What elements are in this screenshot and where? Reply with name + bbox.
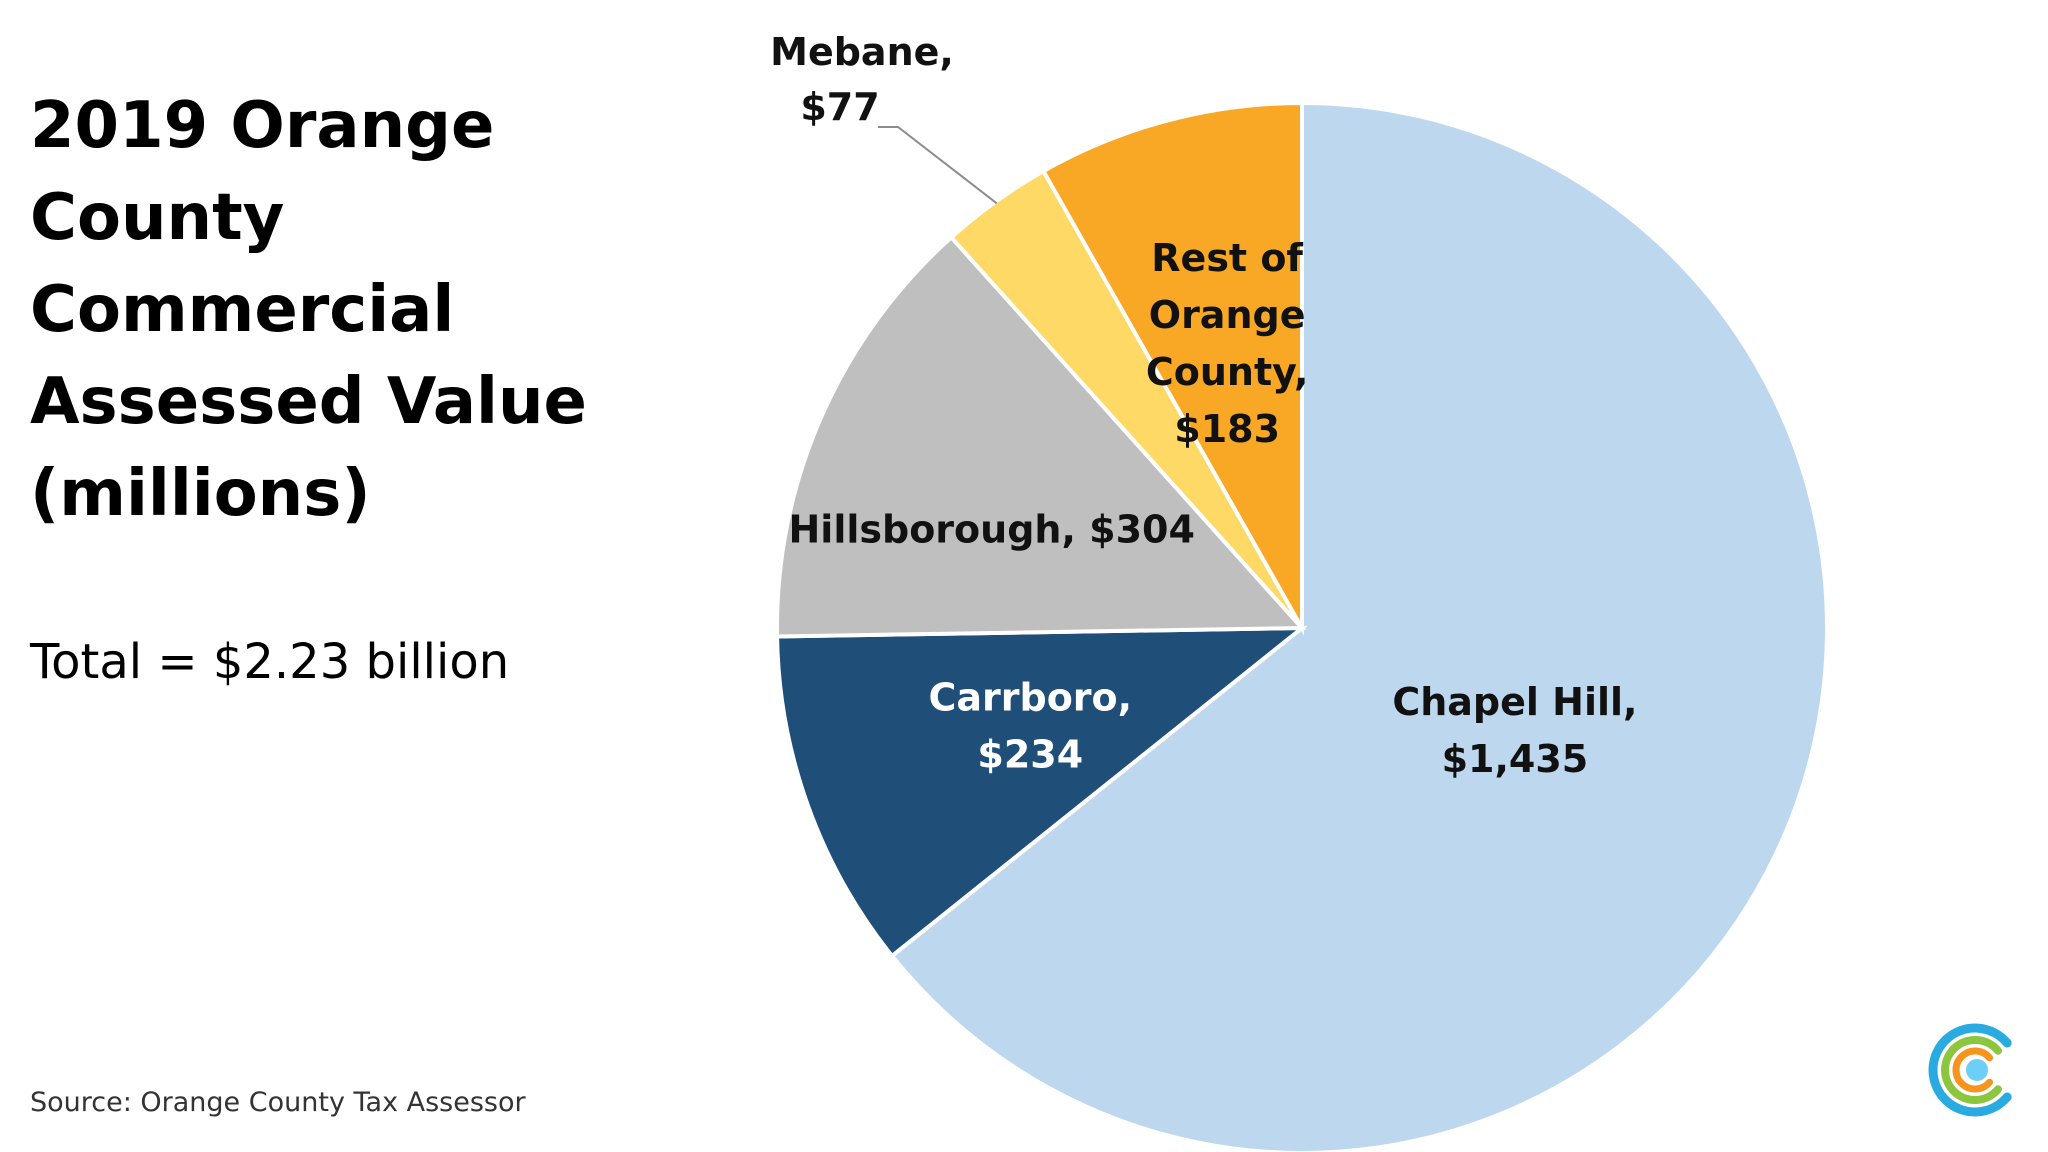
mebane-leader-line [878, 126, 998, 205]
slice-label-mebane: Mebane, [770, 30, 954, 74]
pie-slice-rest-of-orange-county [1040, 100, 1304, 636]
logo-arc-3 [1952, 1047, 1994, 1093]
pie-labels: Chapel Hill, $1,435 Carrboro, $234 Hillsboro… [770, 30, 1637, 781]
logo-center-dot [1966, 1059, 1988, 1081]
source-note: Source: Orange County Tax Assessor [30, 1087, 526, 1118]
slice-label-hillsborough: Hillsborough, $304 [789, 508, 1195, 552]
total-value: Total = $2.23 billion [30, 634, 510, 690]
slice-value-chapel-hill: $1,435 [1442, 737, 1589, 781]
pie-slice-carrboro [775, 625, 1308, 959]
logo-arc-2 [1941, 1036, 2002, 1104]
slice-value-mebane: $77 [800, 85, 879, 129]
logo-arc-1 [1928, 1023, 2012, 1117]
slice-label-chapel-hill: Chapel Hill, [1392, 680, 1637, 724]
pie-slice-chapel-hill [889, 100, 1829, 1152]
slice-value-rest-of-orange-county: $183 [1174, 407, 1280, 451]
slice-label-carrboro: Carrboro, [928, 675, 1132, 719]
pie-slices [775, 100, 1829, 1152]
concentric-c-logo-icon [1928, 1023, 2012, 1117]
slice-value-carrboro: $234 [977, 732, 1083, 776]
slice-label-rest-of-orange-county: Orange [1149, 293, 1306, 337]
pie-slice-hillsborough [775, 234, 1307, 639]
slice-label-rest-of-orange-county: County, [1146, 350, 1309, 394]
chart-title: 2019 Orange County Commercial Assessed V… [30, 89, 587, 531]
slice-label-rest-of-orange-county: Rest of [1151, 236, 1303, 280]
